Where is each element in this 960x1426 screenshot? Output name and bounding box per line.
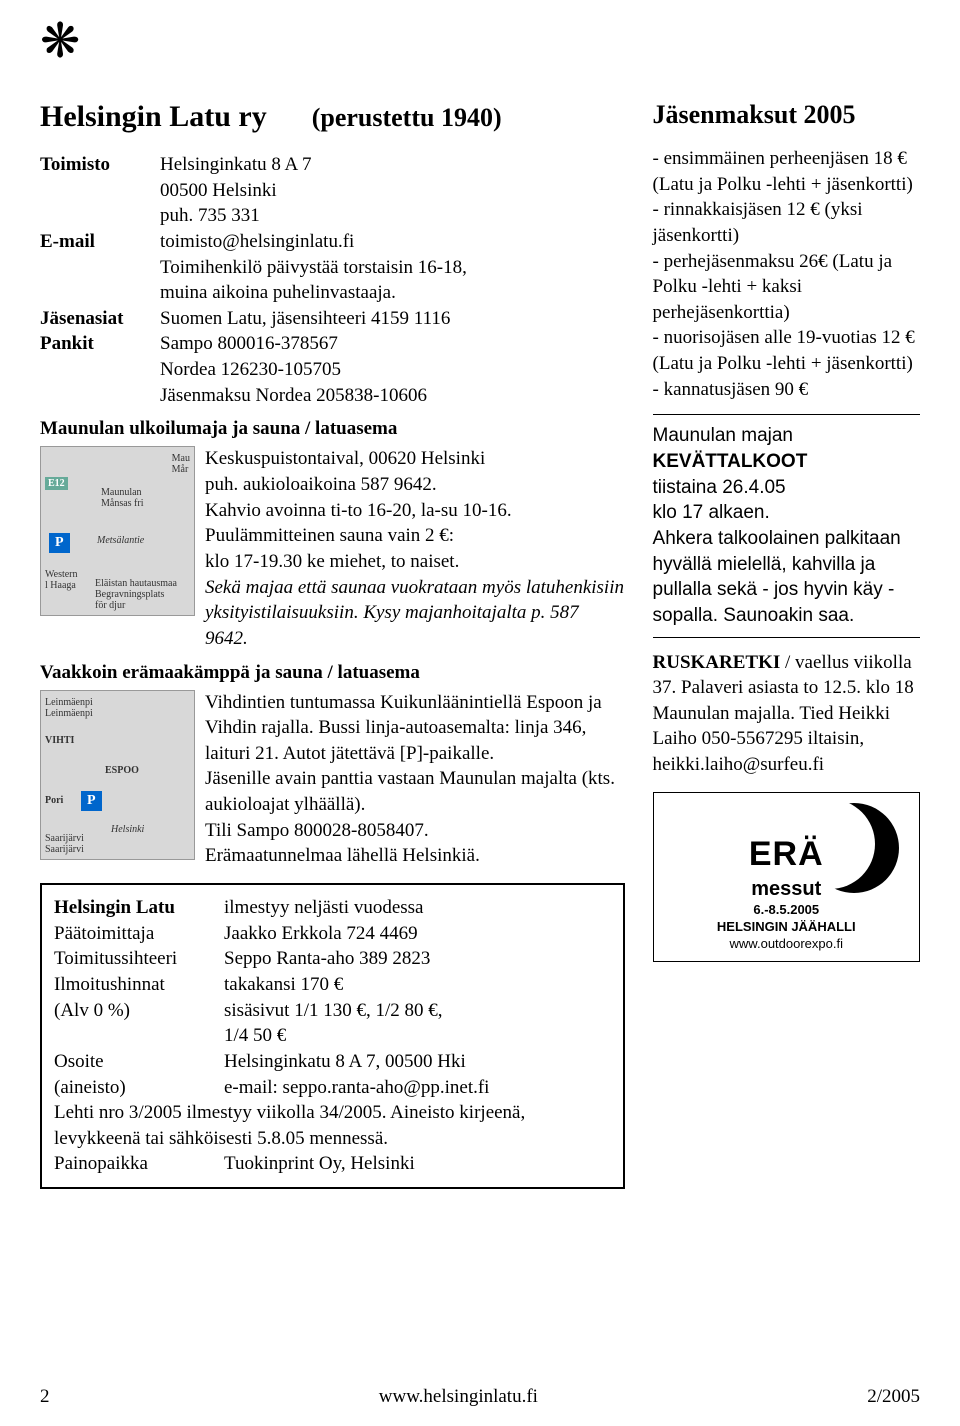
label-toimisto: Toimisto [40, 152, 160, 229]
pub-r4-label: Ilmoitushinnat [54, 972, 224, 998]
talkoot-body: Ahkera talkoolainen palkitaan hyvällä mi… [653, 526, 920, 629]
maunula-title: Maunulan ulkoilumaja ja sauna / latuasem… [40, 418, 625, 440]
pub-r6-label: Osoite [54, 1049, 224, 1075]
talkoot-line3: tiistaina 26.4.05 [653, 475, 920, 501]
era-text: ERÄ messut 6.-8.5.2005 HELSINGIN JÄÄHALL… [654, 832, 919, 953]
fees-title: Jäsenmaksut 2005 [653, 100, 920, 130]
val-toimisto: Helsinginkatu 8 A 7 00500 Helsinki puh. … [160, 152, 625, 229]
val-email: toimisto@helsinginlatu.fi Toimihenkilö p… [160, 229, 625, 306]
ornament-icon: ❋ [40, 18, 80, 66]
ruska-title: RUSKARETKI [653, 652, 781, 673]
main-columns: Helsingin Latu ry (perustettu 1940) Toim… [40, 100, 920, 1189]
pub-r2-label: Päätoimittaja [54, 921, 224, 947]
pub-r2-val: Jaakko Erkkola 724 4469 [224, 921, 418, 947]
pub-r4-val: takakansi 170 € [224, 972, 343, 998]
label-jasenasiat: Jäsenasiat [40, 306, 160, 332]
era-url: www.outdoorexpo.fi [654, 936, 919, 953]
right-column: Jäsenmaksut 2005 - ensimmäinen perheenjä… [653, 100, 920, 1189]
talkoot-line1: Maunulan majan [653, 423, 920, 449]
talkoot-line2: KEVÄTTALKOOT [653, 449, 920, 475]
page-title: Helsingin Latu ry (perustettu 1940) [40, 100, 625, 134]
maunula-body: Keskuspuistontaival, 00620 Helsinki puh.… [205, 446, 625, 651]
pub-extra: Lehti nro 3/2005 ilmestyy viikolla 34/20… [54, 1100, 611, 1151]
maunula-body-1: Keskuspuistontaival, 00620 Helsinki puh.… [205, 446, 625, 574]
pub-r8-label: Painopaikka [54, 1151, 224, 1177]
val-pankit: Sampo 800016-378567 Nordea 126230-105705… [160, 331, 625, 408]
maunula-block: E12 MauMår MaunulanMånsas fri P Metsälan… [40, 446, 625, 651]
era-venue: HELSINGIN JÄÄHALLI [654, 919, 919, 936]
contact-block: Toimisto Helsinginkatu 8 A 7 00500 Helsi… [40, 152, 625, 408]
founded-year: (perustettu 1940) [312, 103, 502, 132]
vaakkoi-body: Vihdintien tuntumassa Kuikunläänintiellä… [205, 690, 625, 869]
pub-r6-val: Helsinginkatu 8 A 7, 00500 Hki [224, 1049, 466, 1075]
map-maunula: E12 MauMår MaunulanMånsas fri P Metsälan… [40, 446, 195, 616]
footer-page: 2 [40, 1386, 50, 1408]
map-vaakkoi: LeinmäenpiLeinmäenpi VIHTI ESPOO Pori P … [40, 690, 195, 860]
era-big: ERÄ [654, 832, 919, 876]
pub-r3-label: Toimitussihteeri [54, 946, 224, 972]
pub-r5-label: (Alv 0 %) [54, 998, 224, 1049]
pub-r5-val: sisäsivut 1/1 130 €, 1/2 80 €, 1/4 50 € [224, 998, 443, 1049]
ruska-block: RUSKARETKI / vaellus viikolla 37. Palave… [653, 650, 920, 778]
pub-r3-val: Seppo Ranta-aho 389 2823 [224, 946, 430, 972]
pub-r1-label: Helsingin Latu [54, 895, 224, 921]
org-name: Helsingin Latu ry [40, 100, 267, 133]
fees-list: - ensimmäinen perheenjäsen 18 € (Latu ja… [653, 146, 920, 402]
maunula-body-italic: Sekä majaa että saunaa vuokrataan myös l… [205, 575, 625, 652]
vaakkoi-title: Vaakkoin erämaakämppä ja sauna / latuase… [40, 662, 625, 684]
left-column: Helsingin Latu ry (perustettu 1940) Toim… [40, 100, 625, 1189]
label-pankit: Pankit [40, 331, 160, 408]
footer-url: www.helsinginlatu.fi [379, 1386, 538, 1408]
publication-box: Helsingin Latuilmestyy neljästi vuodessa… [40, 883, 625, 1189]
label-email: E-mail [40, 229, 160, 306]
era-ad: ERÄ messut 6.-8.5.2005 HELSINGIN JÄÄHALL… [653, 792, 920, 962]
vaakkoi-block: LeinmäenpiLeinmäenpi VIHTI ESPOO Pori P … [40, 690, 625, 869]
talkoot-box: Maunulan majan KEVÄTTALKOOT tiistaina 26… [653, 414, 920, 637]
pub-r8-val: Tuokinprint Oy, Helsinki [224, 1151, 415, 1177]
era-date: 6.-8.5.2005 [654, 902, 919, 919]
footer: 2 www.helsinginlatu.fi 2/2005 [40, 1386, 920, 1408]
pub-r7-label: (aineisto) [54, 1075, 224, 1101]
val-jasenasiat: Suomen Latu, jäsensihteeri 4159 1116 [160, 306, 625, 332]
pub-r7-val: e-mail: seppo.ranta-aho@pp.inet.fi [224, 1075, 489, 1101]
talkoot-line4: klo 17 alkaen. [653, 500, 920, 526]
era-messut: messut [654, 876, 919, 902]
pub-r1-val: ilmestyy neljästi vuodessa [224, 895, 423, 921]
footer-issue: 2/2005 [867, 1386, 920, 1408]
